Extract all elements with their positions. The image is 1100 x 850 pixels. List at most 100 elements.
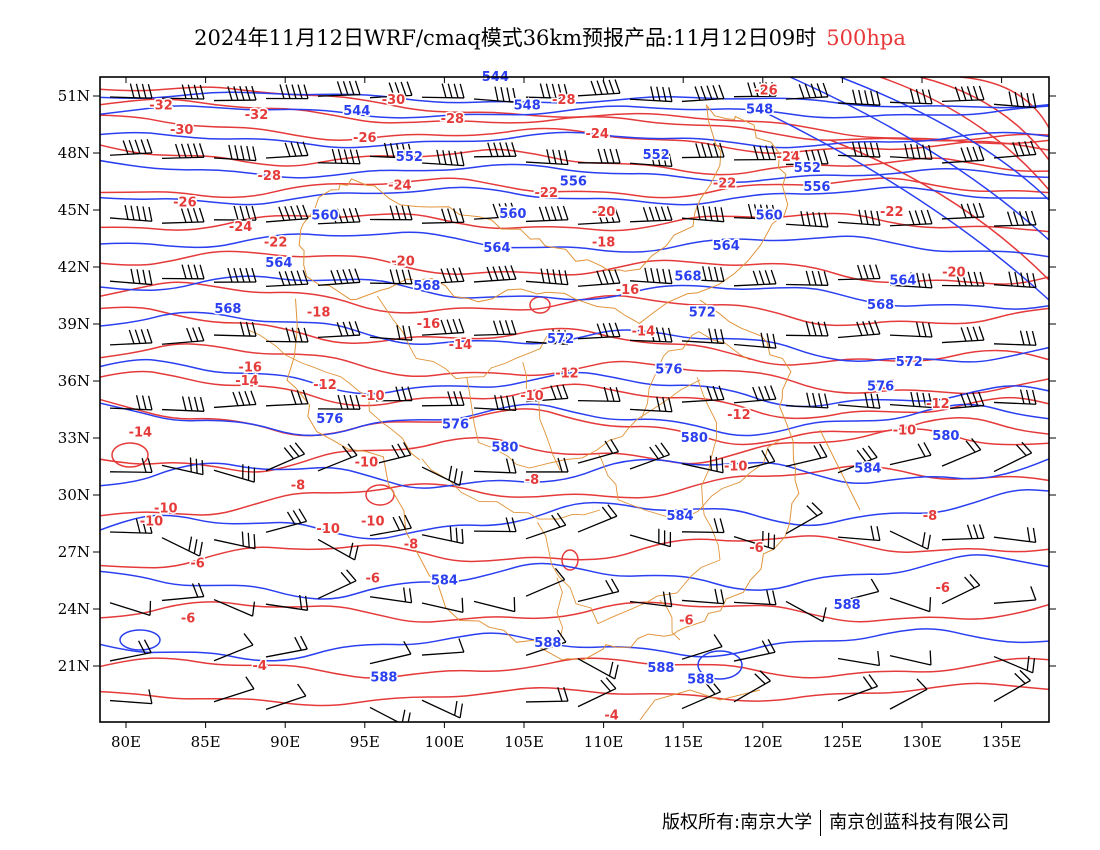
wind-barb [993, 140, 1037, 159]
copyright-right: 南京创蓝科技有限公司 [829, 812, 1010, 833]
temperature-line [100, 177, 1049, 199]
height-label: 572 [896, 355, 923, 370]
temperature-line [100, 98, 1049, 142]
wind-barb [941, 202, 985, 220]
wind-barb [421, 267, 465, 285]
wind-barb [421, 318, 465, 336]
wind-barb [837, 89, 881, 106]
wind-barb [889, 442, 932, 466]
temperature-label: -10 [355, 456, 379, 471]
temperature-line [100, 114, 1049, 154]
temperature-label: -6 [935, 581, 949, 596]
wind-barb [629, 326, 673, 343]
temperature-line [100, 281, 1049, 327]
wind-barb [213, 464, 256, 483]
wind-barb [369, 142, 413, 159]
map-axes: 80E 85E 90E 95E 100E 105E 110E 115E 120E 125E 130E… [58, 77, 1056, 751]
height-label: 564 [713, 239, 740, 254]
wind-barb [941, 391, 985, 410]
province-border [247, 329, 421, 461]
y-tick-label: 39N [58, 315, 90, 333]
wind-barb [317, 569, 357, 600]
height-label: 572 [547, 332, 574, 347]
temperature-label: -10 [520, 389, 544, 404]
province-border [537, 522, 721, 625]
wind-barb [629, 150, 673, 167]
y-tick-label: 24N [58, 600, 90, 618]
height-label: 576 [442, 418, 469, 433]
temperature-label: -16 [616, 283, 640, 298]
province-border [556, 577, 563, 641]
province-border [598, 439, 781, 519]
wind-barb [889, 391, 933, 409]
wind-barb [525, 149, 569, 166]
wind-barb [213, 390, 257, 409]
wind-barb [369, 386, 413, 402]
temperature-label: -4 [604, 708, 618, 723]
height-loop [697, 650, 743, 680]
title-text: 2024年11月12日WRF/cmaq模式36km预报产品:11月12日09时 [194, 26, 817, 50]
wind-barb [369, 442, 412, 466]
y-tick-label: 42N [58, 258, 90, 276]
wind-barb [733, 530, 776, 550]
x-tick-label: 80E [111, 733, 141, 751]
coastline [639, 689, 761, 721]
temperature-loop [529, 296, 551, 314]
wind-barb [525, 629, 567, 656]
height-label: 548 [514, 99, 541, 114]
height-label: 580 [681, 431, 708, 446]
height-label: 556 [803, 180, 830, 195]
wind-barb [213, 205, 257, 221]
wind-barb [161, 264, 205, 280]
temperature-label: -28 [552, 93, 576, 108]
wind-barb [369, 587, 413, 604]
wind-barb [265, 635, 308, 658]
temperature-label: -18 [592, 235, 616, 250]
copyright-footer: 版权所有:南京大学 南京创蓝科技有限公司 [662, 808, 1009, 836]
wind-barb [473, 597, 516, 613]
height-label: 584 [431, 574, 458, 589]
temperature-label: -20 [942, 266, 966, 281]
wind-barb [421, 149, 465, 167]
wind-barb [317, 207, 361, 225]
wind-barb [837, 525, 881, 542]
x-tick-label: 135E [982, 733, 1022, 751]
x-tick-label: 105E [504, 733, 544, 751]
wind-barb [785, 321, 829, 337]
height-label: 568 [214, 302, 241, 317]
wind-barb [421, 465, 463, 487]
wind-barb [109, 395, 153, 411]
height-line [100, 105, 1049, 119]
wind-barb [213, 321, 257, 337]
temperature-label: -4 [253, 659, 267, 674]
wind-barb [421, 391, 465, 407]
temperature-line [100, 370, 1049, 420]
height-line [789, 77, 1049, 241]
wind-barb [889, 143, 933, 160]
temperature-loop [111, 442, 149, 468]
temperature-label: -12 [727, 408, 751, 423]
height-label: 560 [311, 209, 338, 224]
temperature-label: -18 [307, 306, 331, 321]
wind-barb [109, 600, 152, 617]
temperature-label: -12 [313, 378, 337, 393]
wind-barb [109, 458, 153, 473]
y-tick-label: 36N [58, 372, 90, 390]
temperature-label: -6 [679, 613, 693, 628]
height-line [100, 402, 1049, 437]
wind-barb [265, 141, 309, 159]
wind-barb [109, 138, 153, 156]
wind-barb [733, 145, 777, 161]
y-tick-label: 33N [58, 429, 90, 447]
wind-barb [889, 272, 933, 289]
wind-barb [681, 385, 725, 403]
height-contours [100, 77, 1049, 680]
province-border [640, 331, 751, 419]
temperature-label: -12 [555, 366, 579, 381]
height-label: 560 [756, 209, 783, 224]
wind-barb [265, 84, 309, 100]
wind-barb [993, 441, 1033, 473]
wind-barb [837, 650, 881, 667]
wind-barb [733, 203, 777, 220]
wind-barb [785, 82, 829, 100]
